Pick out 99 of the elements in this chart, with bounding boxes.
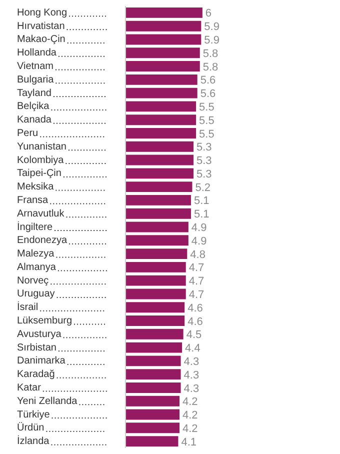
y-tick-label: Hırvatistan	[17, 20, 65, 32]
data-label: 4.7	[188, 276, 204, 288]
bar	[126, 328, 184, 340]
y-tick-label: İsrail	[17, 301, 38, 314]
data-label: 4.2	[182, 422, 198, 435]
y-tick-label: Hollanda	[17, 48, 57, 59]
y-tick-label: Lüksemburg	[17, 316, 72, 327]
bar	[126, 422, 180, 434]
bar	[126, 356, 181, 366]
data-label: 6	[205, 8, 212, 20]
data-label: 4.6	[188, 316, 203, 328]
data-label: 4.9	[191, 235, 207, 248]
y-tick-label: Yunanistan	[17, 141, 66, 152]
data-label: 5.5	[199, 101, 214, 114]
y-tick-label: Kolombiya	[17, 154, 64, 166]
y-tick-label: Kanada	[17, 114, 52, 126]
bar	[126, 208, 191, 219]
data-label: 4.4	[185, 342, 200, 355]
data-label: 5.8	[202, 61, 218, 74]
y-tick-label: Meksika	[17, 182, 54, 193]
bar	[126, 141, 194, 152]
y-tick-label: Malezya	[17, 248, 55, 260]
y-tick-label: Türkiye	[17, 409, 50, 420]
data-label: 4.2	[182, 396, 198, 408]
y-tick-label: Avusturya	[17, 328, 62, 340]
y-tick-label: Belçika	[17, 101, 50, 112]
bar	[126, 20, 202, 32]
bar	[126, 302, 185, 313]
data-label: 5.6	[200, 88, 216, 100]
data-label: 5.6	[200, 74, 216, 87]
y-tick-label: Vietnam	[17, 61, 54, 72]
data-label: 5.3	[196, 168, 212, 180]
data-label: 5.5	[199, 128, 214, 140]
bar	[126, 409, 180, 420]
y-tick-label: Peru	[17, 128, 38, 139]
y-tick-label: Makao-Çin	[17, 34, 66, 46]
data-label: 4.7	[188, 262, 204, 274]
bar	[126, 396, 180, 406]
y-tick-label: Arnavutluk	[17, 208, 66, 220]
y-tick-label: Bulgaria	[17, 74, 54, 86]
bar	[126, 222, 188, 232]
data-label: 4.5	[186, 329, 202, 342]
bar	[126, 61, 200, 72]
data-label: 5.3	[196, 142, 212, 154]
bar	[126, 316, 185, 326]
bar	[126, 101, 196, 112]
y-tick-label: Tayland	[17, 88, 52, 99]
data-label: 4.9	[191, 222, 207, 234]
bar	[126, 248, 188, 260]
data-label: 5.3	[196, 155, 212, 168]
y-tick-label: Almanya	[17, 262, 56, 273]
bar	[126, 182, 192, 192]
data-label: 4.3	[184, 382, 200, 395]
bar	[126, 48, 200, 58]
bar	[126, 436, 178, 447]
data-label: 5.1	[194, 195, 210, 208]
bar	[126, 342, 182, 353]
y-tick-label: Norveç	[17, 275, 49, 286]
data-label: 4.6	[188, 302, 203, 314]
bar	[126, 154, 194, 166]
data-label: 5.2	[195, 182, 211, 194]
y-tick-label: Fransa	[17, 194, 49, 206]
bar	[126, 194, 191, 206]
data-label: 5.1	[194, 208, 210, 221]
bar	[126, 369, 181, 380]
data-label: 5.5	[199, 114, 214, 127]
bar	[126, 275, 186, 286]
y-tick-label: Uruguay	[17, 288, 55, 300]
y-tick-label: Taipei-Çin	[17, 168, 62, 180]
bar	[126, 382, 181, 393]
y-tick-label: Yeni Zellanda	[17, 396, 78, 407]
data-label: 5.8	[202, 48, 218, 60]
bar	[126, 168, 194, 179]
y-tick-label: Endonezya	[17, 235, 68, 246]
y-tick-label: İzlanda	[17, 435, 50, 448]
data-label: 4.3	[184, 356, 200, 368]
y-tick-label: İngiltere	[17, 220, 54, 233]
data-label: 4.8	[190, 248, 206, 261]
bar	[126, 34, 202, 45]
y-tick-label: Karadağ	[17, 369, 55, 380]
bar	[126, 128, 196, 138]
data-label: 5.9	[204, 34, 220, 47]
data-label: 4.7	[188, 289, 204, 301]
bar	[126, 288, 186, 300]
bar	[126, 262, 186, 272]
data-label: 4.2	[182, 410, 198, 422]
y-tick-label: Sırbistan	[17, 342, 56, 354]
bar	[126, 114, 196, 126]
data-label: 4.1	[181, 436, 197, 448]
bar	[126, 74, 198, 85]
data-label: 4.3	[184, 369, 200, 382]
bar	[126, 88, 198, 98]
bar	[126, 7, 202, 18]
y-tick-label: Ürdün	[17, 422, 44, 434]
y-tick-label: Hong Kong	[17, 7, 68, 18]
y-tick-label: Katar	[17, 382, 42, 394]
bar	[126, 235, 188, 246]
y-tick-label: Danimarka	[17, 356, 66, 367]
data-label: 5.9	[204, 21, 220, 34]
